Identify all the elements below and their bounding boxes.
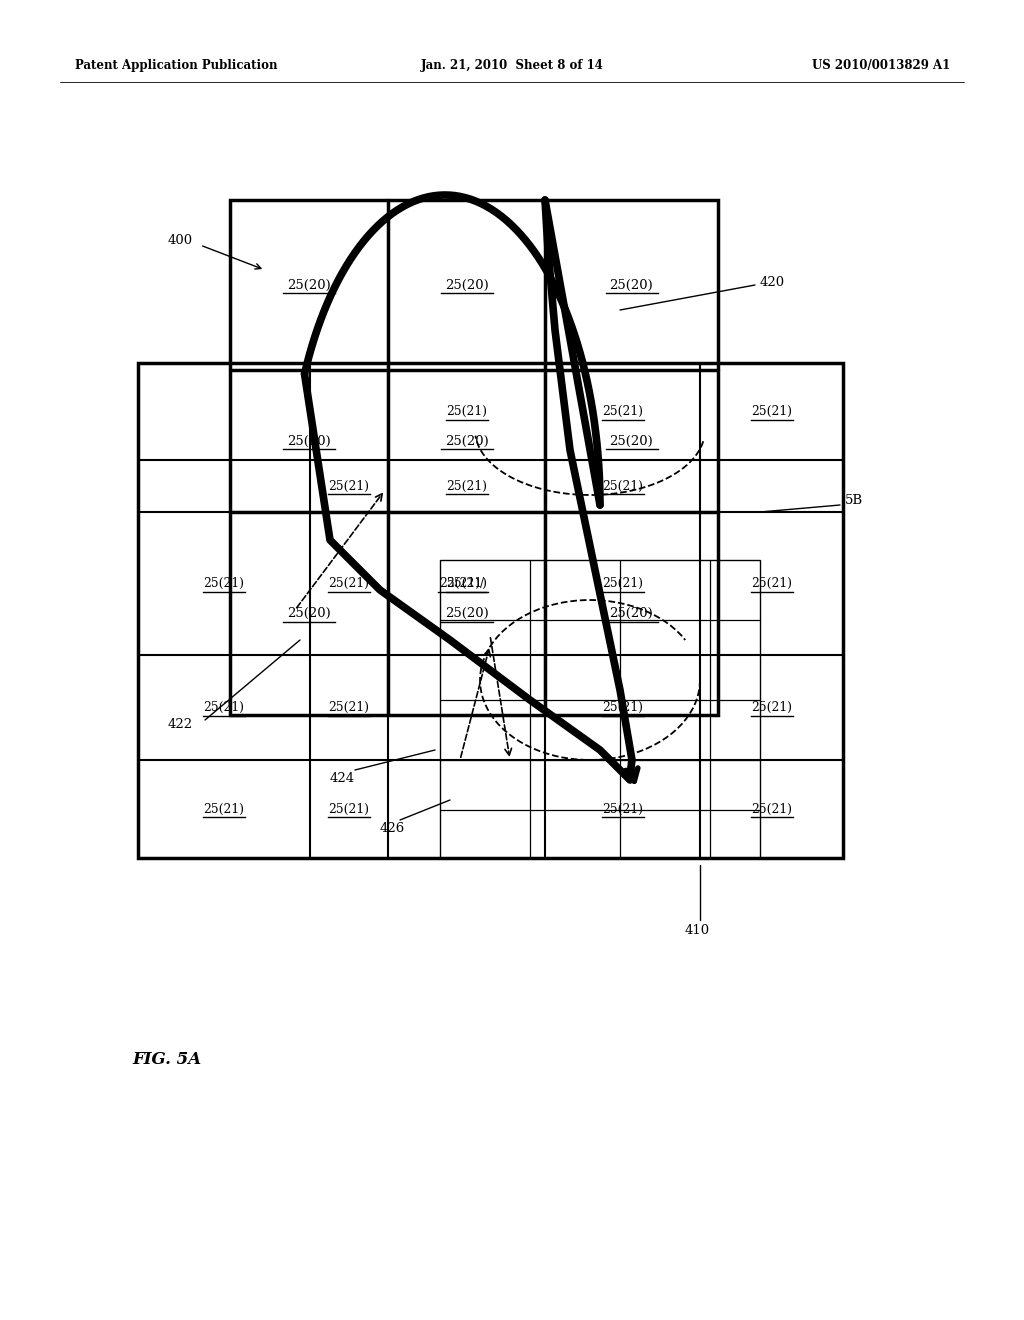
- Text: 25(21): 25(21): [751, 803, 792, 816]
- Text: 25(20): 25(20): [287, 434, 331, 447]
- Text: 420: 420: [760, 276, 785, 289]
- Text: 25(21): 25(21): [329, 803, 370, 816]
- Text: 5B: 5B: [845, 494, 863, 507]
- Text: 25(21): 25(21): [602, 479, 643, 492]
- Text: 25(21): 25(21): [751, 577, 792, 590]
- Text: 25(21)/: 25(21)/: [439, 577, 484, 590]
- Bar: [440, 560, 760, 858]
- Text: 25(20): 25(20): [444, 279, 488, 292]
- Text: Jan. 21, 2010  Sheet 8 of 14: Jan. 21, 2010 Sheet 8 of 14: [421, 58, 603, 71]
- Text: 25(20): 25(20): [609, 607, 653, 620]
- Text: 25(21): 25(21): [751, 405, 792, 418]
- Text: 25(21): 25(21): [602, 803, 643, 816]
- Text: 25(21): 25(21): [204, 577, 245, 590]
- Text: 25(20): 25(20): [444, 434, 488, 447]
- Text: 25(21): 25(21): [602, 577, 643, 590]
- Text: 25(21): 25(21): [602, 405, 643, 418]
- Text: 25(20): 25(20): [287, 607, 331, 620]
- Text: 25(21): 25(21): [446, 479, 487, 492]
- Text: 25(21): 25(21): [751, 701, 792, 714]
- Text: FIG. 5A: FIG. 5A: [132, 1052, 201, 1068]
- Text: 25(21): 25(21): [602, 701, 643, 714]
- Text: 25(21): 25(21): [329, 701, 370, 714]
- Bar: [138, 363, 843, 858]
- Text: 25(21): 25(21): [446, 405, 487, 418]
- Bar: [230, 201, 718, 715]
- Text: 25(21): 25(21): [329, 479, 370, 492]
- Text: 422: 422: [168, 718, 194, 730]
- Text: 424: 424: [330, 771, 355, 784]
- Text: 25(21): 25(21): [204, 701, 245, 714]
- Text: US 2010/0013829 A1: US 2010/0013829 A1: [812, 58, 950, 71]
- Text: 25(20): 25(20): [287, 279, 331, 292]
- Text: 25(21): 25(21): [204, 803, 245, 816]
- Text: 25(21): 25(21): [329, 577, 370, 590]
- Text: 25(20): 25(20): [609, 279, 653, 292]
- Text: Patent Application Publication: Patent Application Publication: [75, 58, 278, 71]
- Text: 400: 400: [168, 234, 194, 247]
- Text: 25(21): 25(21): [446, 577, 487, 590]
- Text: 25(20): 25(20): [609, 434, 653, 447]
- Text: 426: 426: [380, 821, 406, 834]
- Text: 25(20): 25(20): [444, 607, 488, 620]
- Text: 410: 410: [685, 924, 710, 936]
